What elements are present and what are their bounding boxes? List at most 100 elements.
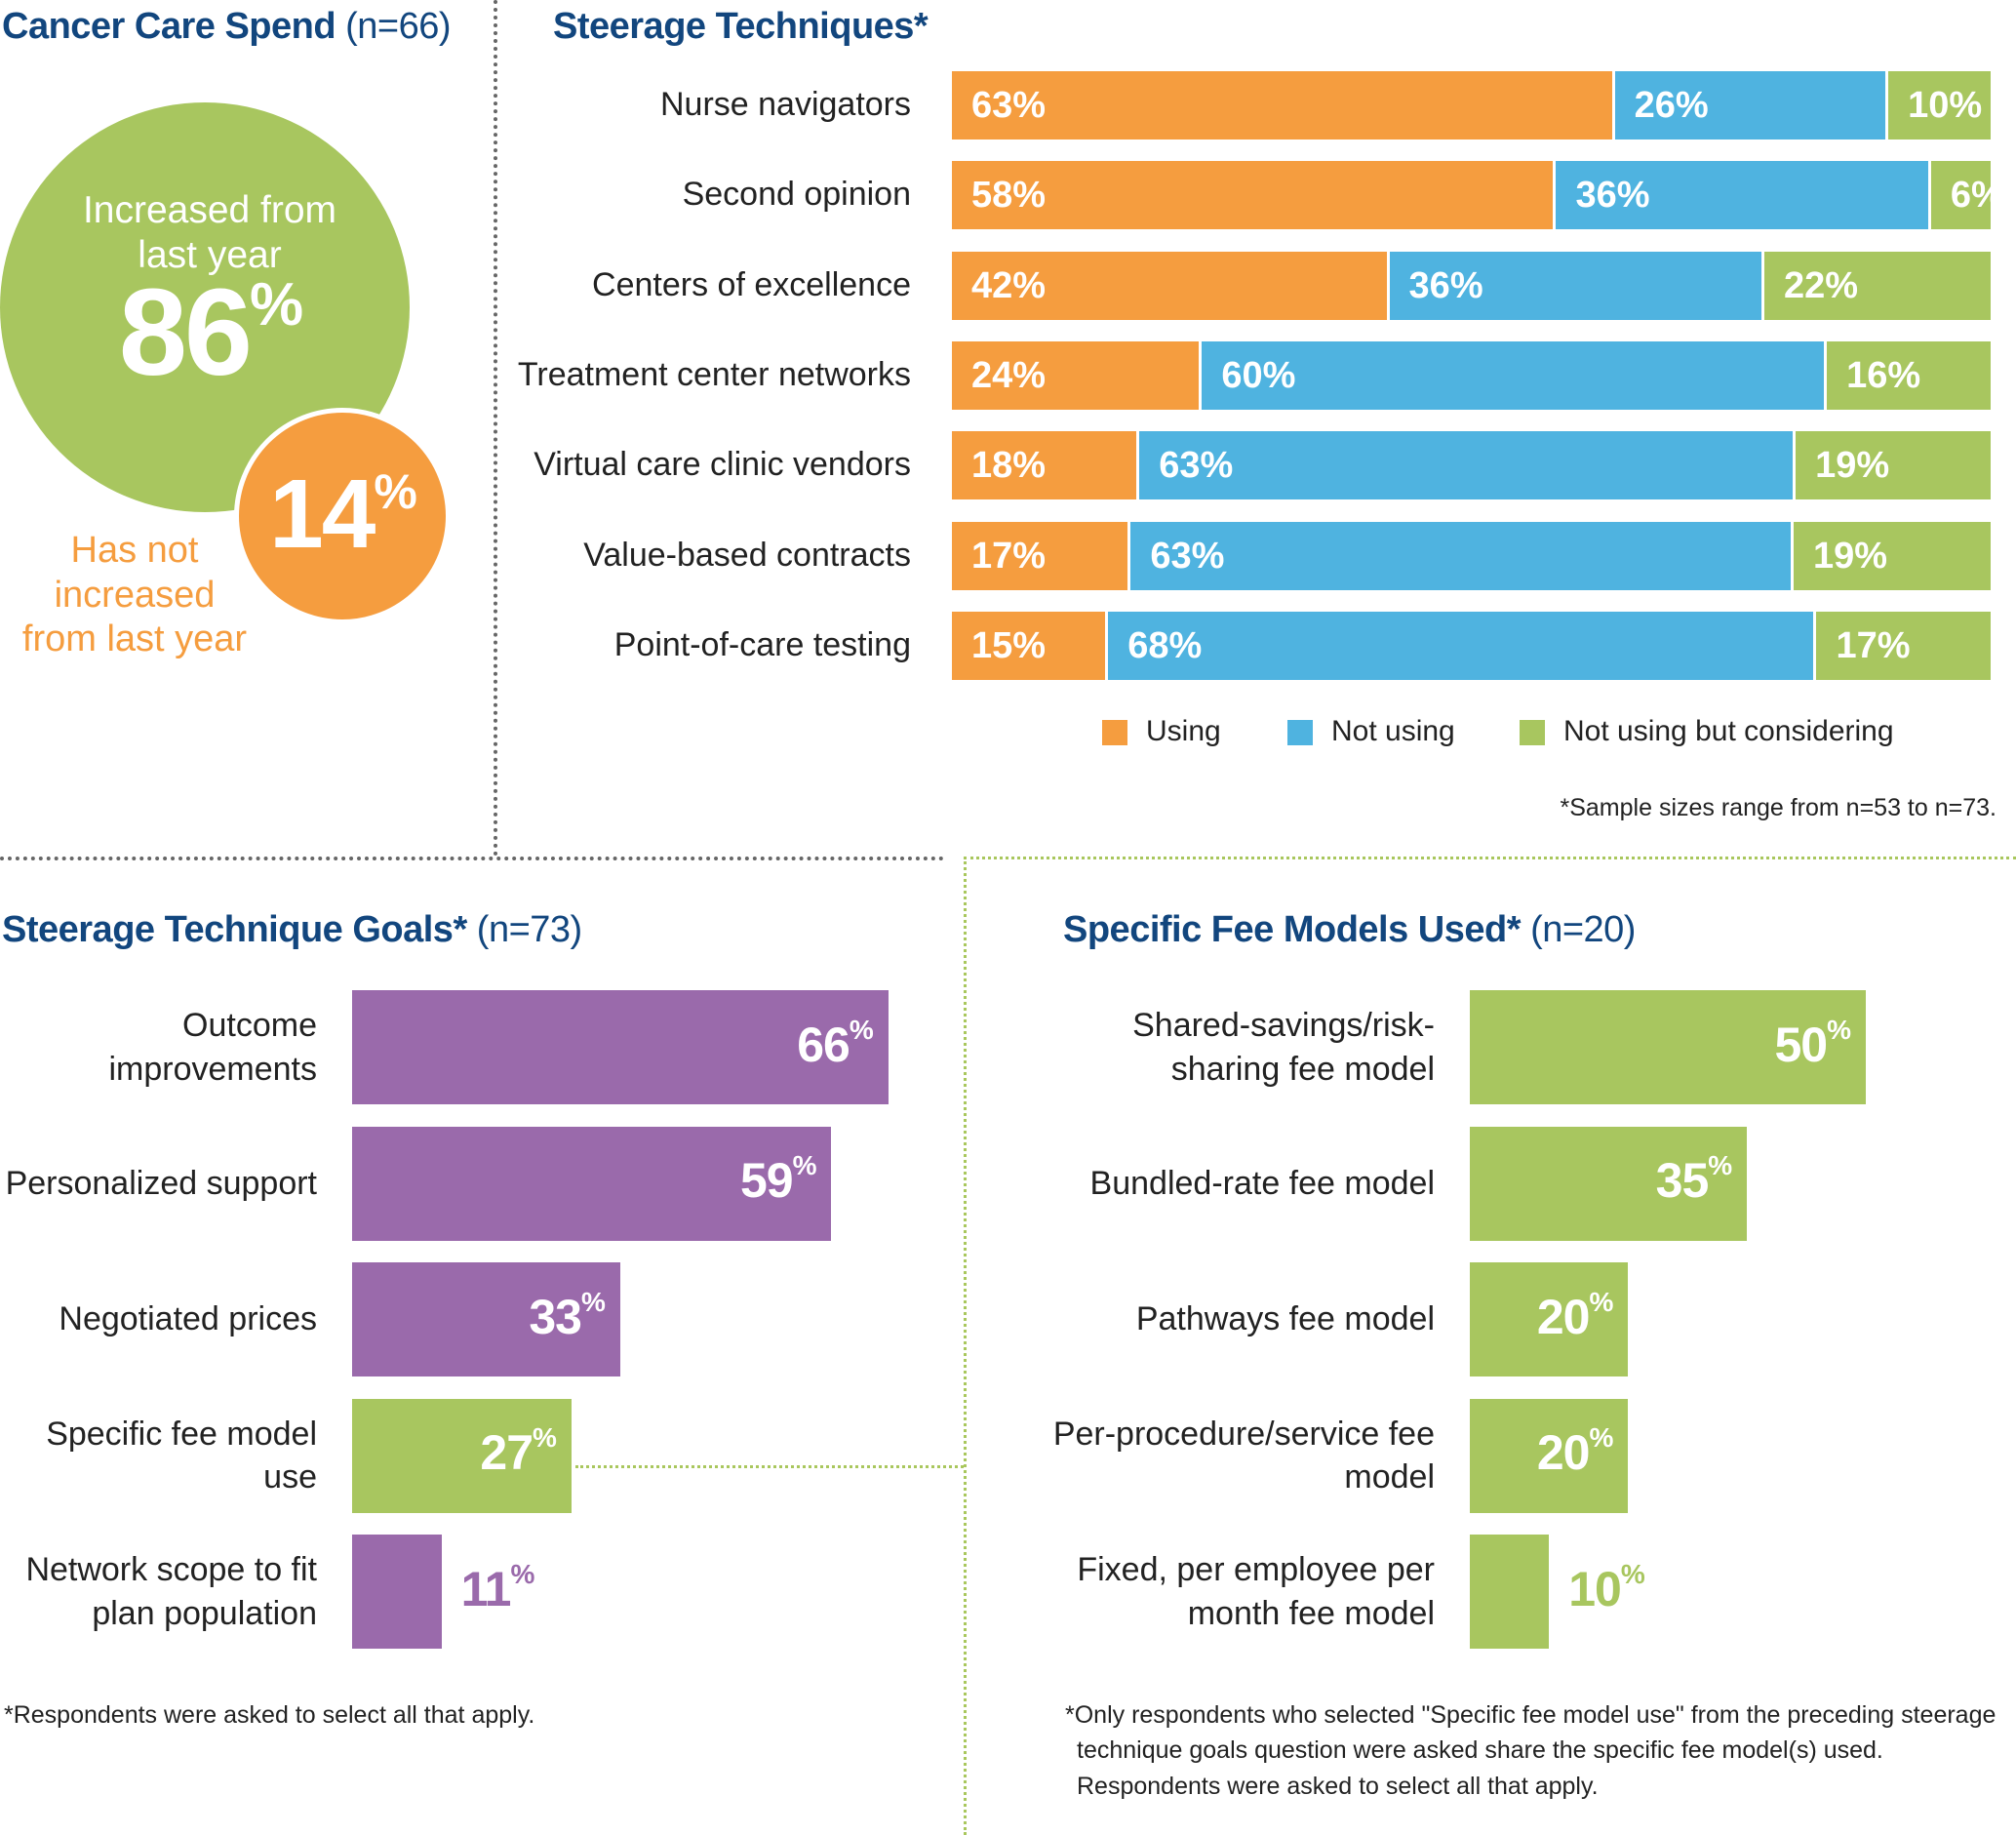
goals-value-label: 27% bbox=[480, 1422, 557, 1481]
goals-value-number: 11 bbox=[460, 1561, 512, 1616]
not-increased-value: 14% bbox=[239, 465, 446, 563]
increased-value: 86% bbox=[39, 271, 380, 394]
steerage-bar-not-using bbox=[1202, 340, 1825, 410]
legend-swatch-not-using bbox=[1287, 720, 1313, 745]
goals-bar bbox=[352, 1398, 572, 1513]
goals-title-text: Steerage Technique Goals* bbox=[2, 909, 467, 950]
legend-swatch-considering bbox=[1520, 720, 1545, 745]
fees-bar bbox=[1470, 990, 1866, 1104]
steerage-value-label: 17% bbox=[971, 535, 1047, 577]
fees-value-number: 10 bbox=[1568, 1561, 1622, 1616]
steerage-bar-not-using bbox=[1614, 71, 1886, 140]
fees-category-label: Fixed, per employee per month fee model bbox=[1077, 1551, 1435, 1632]
legend-label-considering: Not using but considering bbox=[1563, 715, 1894, 747]
not-increased-percent-sign: % bbox=[374, 464, 416, 519]
steerage-value-label: 17% bbox=[1836, 624, 1911, 666]
not-increased-value-number: 14 bbox=[269, 459, 376, 569]
steerage-bar-not-using bbox=[1389, 251, 1762, 320]
steerage-bar-using bbox=[952, 431, 1137, 500]
goals-value-label: 33% bbox=[529, 1286, 606, 1345]
steerage-category-label: Centers of excellence bbox=[592, 265, 911, 303]
steerage-bar-not-using-but-considering bbox=[1888, 71, 1991, 140]
steerage-bar-not-using bbox=[1130, 521, 1792, 590]
steerage-bar-not-using-but-considering bbox=[1796, 431, 1991, 500]
steerage-bar-not-using-but-considering bbox=[1827, 340, 1991, 410]
goals-value-percent: % bbox=[792, 1150, 817, 1180]
legend-label-not-using: Not using bbox=[1331, 715, 1455, 747]
goals-value-percent: % bbox=[533, 1422, 557, 1453]
fees-value-percent: % bbox=[1620, 1558, 1645, 1589]
fees-value-number: 50 bbox=[1774, 1017, 1828, 1072]
goals-bar bbox=[352, 1126, 832, 1241]
fees-value-label: 50% bbox=[1774, 1015, 1851, 1073]
increased-label-line2: last year bbox=[138, 234, 282, 277]
goals-value-label: 59% bbox=[739, 1150, 817, 1209]
fees-title: Specific Fee Models Used* (n=20) bbox=[1063, 909, 1636, 951]
steerage-footnote: *Sample sizes range from n=53 to n=73. bbox=[1560, 794, 1997, 821]
not-increased-label: Has not increased from last year bbox=[0, 529, 269, 662]
steerage-value-label: 58% bbox=[971, 175, 1047, 217]
steerage-bar-using bbox=[952, 251, 1387, 320]
fees-value-percent: % bbox=[1708, 1150, 1732, 1180]
steerage-category-label: Point-of-care testing bbox=[613, 625, 911, 663]
steerage-value-label: 42% bbox=[971, 264, 1047, 306]
goals-value-number: 27 bbox=[480, 1425, 534, 1480]
fees-n: (n=20) bbox=[1530, 909, 1636, 950]
steerage-value-label: 10% bbox=[1908, 85, 1983, 126]
fees-value-label: 20% bbox=[1536, 1286, 1614, 1345]
steerage-value-label: 19% bbox=[1815, 445, 1890, 487]
steerage-value-label: 6% bbox=[1950, 175, 2004, 217]
fees-footnote-line2: technique goals question were asked shar… bbox=[1077, 1736, 1883, 1765]
steerage-category-label: Second opinion bbox=[682, 176, 911, 214]
steerage-bar-not-using bbox=[1108, 611, 1814, 680]
goals-value-number: 59 bbox=[739, 1153, 794, 1208]
increased-label-line1: Increased from bbox=[82, 189, 337, 231]
goals-value-number: 66 bbox=[797, 1017, 850, 1072]
fees-bar bbox=[1470, 1398, 1629, 1513]
goals-category-label: Negotiated prices bbox=[59, 1300, 317, 1338]
steerage-value-label: 68% bbox=[1127, 624, 1203, 666]
not-increased-circle bbox=[234, 408, 451, 624]
goals-value-label: 66% bbox=[797, 1014, 874, 1073]
goals-category-label: Network scope to fit plan population bbox=[25, 1551, 317, 1632]
steerage-value-label: 16% bbox=[1846, 354, 1921, 396]
cancer-spend-title-text: Cancer Care Spend bbox=[2, 6, 336, 47]
steerage-value-label: 36% bbox=[1575, 175, 1650, 217]
steerage-bar-using bbox=[952, 611, 1106, 680]
steerage-value-label: 60% bbox=[1221, 354, 1296, 396]
goals-bar bbox=[352, 990, 889, 1104]
not-increased-label-line3: from last year bbox=[21, 618, 248, 660]
goals-category-label: Personalized support bbox=[5, 1164, 317, 1202]
steerage-value-label: 63% bbox=[1150, 535, 1225, 577]
goals-value-percent: % bbox=[849, 1014, 874, 1045]
fee-panel-left-border bbox=[964, 857, 967, 1835]
steerage-bar-not-using bbox=[1556, 161, 1928, 230]
steerage-bar-not-using bbox=[1139, 431, 1794, 500]
fees-value-label: 35% bbox=[1655, 1150, 1733, 1209]
increased-percent-sign: % bbox=[250, 271, 303, 339]
steerage-value-label: 24% bbox=[971, 354, 1047, 396]
fees-value-number: 20 bbox=[1536, 1425, 1591, 1480]
legend-swatch-using bbox=[1102, 720, 1127, 745]
fees-value-number: 35 bbox=[1655, 1153, 1710, 1208]
steerage-value-label: 19% bbox=[1813, 535, 1888, 577]
steerage-category-label: Virtual care clinic vendors bbox=[534, 446, 911, 484]
vertical-divider-top bbox=[494, 0, 497, 857]
steerage-bar-not-using-but-considering bbox=[1764, 251, 1991, 320]
fees-title-text: Specific Fee Models Used* bbox=[1063, 909, 1522, 950]
steerage-bar-using bbox=[952, 521, 1128, 590]
fees-value-number: 20 bbox=[1536, 1289, 1591, 1344]
goals-value-percent: % bbox=[580, 1286, 606, 1317]
connector-line bbox=[575, 1465, 964, 1468]
goals-value-number: 33 bbox=[529, 1289, 582, 1344]
steerage-value-label: 18% bbox=[971, 445, 1047, 487]
fees-footnote: *Only respondents who selected "Specific… bbox=[1065, 1697, 1996, 1804]
fees-category-label: Bundled-rate fee model bbox=[1089, 1164, 1435, 1202]
fees-bar bbox=[1470, 1262, 1629, 1376]
fees-value-percent: % bbox=[1589, 1286, 1614, 1317]
steerage-bar-using bbox=[952, 340, 1200, 410]
steerage-value-label: 22% bbox=[1784, 264, 1859, 306]
fees-value-label: 10% bbox=[1568, 1558, 1645, 1617]
steerage-title: Steerage Techniques* bbox=[553, 6, 929, 47]
cancer-spend-n: (n=66) bbox=[345, 6, 452, 47]
